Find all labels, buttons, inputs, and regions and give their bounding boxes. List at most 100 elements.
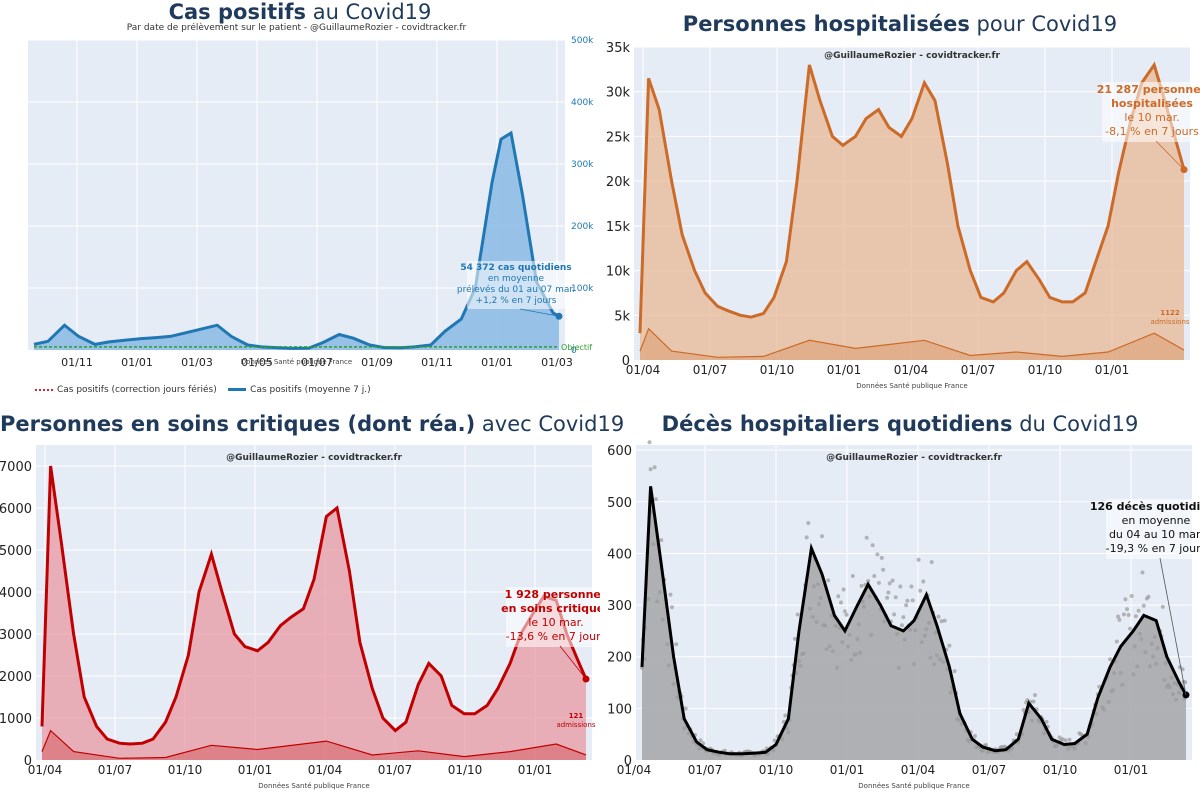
daily-death-point bbox=[842, 609, 847, 614]
daily-death-point bbox=[1136, 608, 1141, 613]
x-tick-label: 01/10 bbox=[168, 763, 203, 777]
daily-death-point bbox=[984, 743, 988, 747]
daily-death-point bbox=[948, 690, 953, 695]
chart-title: Personnes hospitalisées pour Covid19 bbox=[682, 12, 1118, 36]
daily-death-point bbox=[786, 730, 791, 735]
daily-death-point bbox=[817, 602, 822, 606]
annotation-line: du 04 au 10 mar. bbox=[1109, 528, 1200, 541]
y-tick-label: 2000 bbox=[0, 670, 32, 685]
daily-death-point bbox=[936, 614, 941, 619]
daily-death-point bbox=[869, 632, 874, 637]
daily-death-point bbox=[666, 663, 671, 668]
daily-death-point bbox=[836, 594, 841, 599]
daily-death-point bbox=[875, 552, 880, 557]
legend: Cas positifs (correction jours fériés) C… bbox=[35, 385, 371, 395]
daily-death-point bbox=[893, 595, 898, 600]
y-tick-label: 600 bbox=[607, 444, 632, 459]
x-tick-label: 01/11 bbox=[421, 356, 453, 369]
daily-death-point bbox=[670, 605, 674, 610]
daily-death-point bbox=[901, 615, 906, 620]
daily-death-point bbox=[830, 649, 835, 654]
daily-death-point bbox=[1041, 731, 1046, 736]
x-tick-label: 01/10 bbox=[759, 763, 794, 777]
x-tick-label: 01/07 bbox=[98, 763, 133, 777]
legend-item-correction[interactable]: Cas positifs (correction jours fériés) bbox=[35, 385, 217, 395]
daily-death-point bbox=[648, 467, 653, 472]
daily-death-point bbox=[844, 612, 849, 617]
daily-death-point bbox=[839, 600, 843, 605]
daily-death-point bbox=[1116, 614, 1121, 619]
x-tick-label: 01/01 bbox=[238, 763, 273, 777]
y-tick-label: 35k bbox=[606, 41, 631, 56]
x-tick-label: 01/07 bbox=[693, 363, 728, 377]
x-tick-label: 01/10 bbox=[1043, 763, 1078, 777]
daily-death-point bbox=[890, 578, 895, 583]
daily-death-point bbox=[1172, 681, 1177, 686]
daily-death-point bbox=[910, 598, 915, 603]
daily-death-point bbox=[783, 713, 788, 718]
daily-death-point bbox=[686, 731, 691, 736]
legend-item-moyenne[interactable]: Cas positifs (moyenne 7 j.) bbox=[228, 385, 371, 395]
daily-death-point bbox=[1125, 607, 1129, 612]
daily-death-point bbox=[1106, 699, 1111, 704]
daily-death-point bbox=[913, 628, 918, 633]
daily-death-point bbox=[895, 631, 900, 636]
series-line bbox=[33, 130, 560, 350]
y-tick-label: 100 bbox=[607, 702, 632, 717]
daily-death-point bbox=[870, 543, 875, 548]
daily-death-point bbox=[881, 567, 886, 572]
daily-death-point bbox=[683, 706, 688, 711]
y-tick-label: 0 bbox=[622, 354, 630, 369]
daily-death-point bbox=[1128, 626, 1133, 631]
series-line bbox=[638, 61, 1186, 334]
daily-death-point bbox=[1143, 650, 1148, 654]
daily-death-point bbox=[698, 738, 703, 743]
daily-death-point bbox=[887, 581, 892, 586]
y-tick-label: 300 bbox=[607, 599, 632, 614]
annotation-box bbox=[1106, 499, 1200, 559]
daily-death-point bbox=[1129, 594, 1134, 598]
y-tick-label: 15k bbox=[606, 220, 631, 235]
daily-death-point bbox=[876, 580, 881, 585]
admissions-label: admissions bbox=[1150, 318, 1189, 326]
annotation-line: 1 928 personnes bbox=[505, 588, 600, 601]
daily-death-point bbox=[947, 643, 952, 648]
daily-death-point bbox=[885, 595, 890, 600]
daily-death-point bbox=[797, 658, 801, 663]
daily-death-point bbox=[833, 623, 838, 628]
y-tick-label: 6000 bbox=[0, 502, 32, 517]
daily-death-point bbox=[855, 637, 860, 642]
panel-cas-positifs: Cas positifs au Covid19 0 100k 200k 300k 400… bbox=[0, 0, 600, 400]
daily-death-point bbox=[1031, 699, 1036, 704]
x-tick-label: 01/07 bbox=[378, 763, 413, 777]
chart-svg: 0 100k 200k 300k 400k 500k 01/11 01/01 01/03 01/0… bbox=[28, 22, 594, 369]
y-tick-label: 10k bbox=[606, 265, 631, 280]
daily-death-point bbox=[952, 669, 957, 674]
chart-subtitle: @GuillaumeRozier - covidtracker.fr bbox=[826, 453, 1002, 463]
y-tick-label: 100k bbox=[571, 284, 594, 294]
daily-death-point bbox=[1123, 597, 1128, 602]
daily-death-point bbox=[1014, 732, 1019, 737]
daily-death-point bbox=[820, 534, 824, 539]
daily-death-point bbox=[908, 627, 912, 632]
daily-death-point bbox=[919, 640, 924, 645]
daily-death-point bbox=[771, 748, 776, 753]
daily-death-point bbox=[980, 748, 985, 753]
daily-death-point bbox=[1033, 693, 1037, 698]
daily-death-point bbox=[1155, 646, 1160, 651]
annotation-line: prélevés du 01 au 07 mar. bbox=[457, 284, 575, 295]
y-tick-label: 0 bbox=[24, 754, 32, 769]
chart-title: Décès hospitaliers quotidiens du Covid19 bbox=[661, 412, 1139, 436]
admissions-line bbox=[41, 729, 587, 759]
daily-death-point bbox=[1117, 617, 1122, 622]
y-tick-label: 300k bbox=[571, 160, 594, 170]
daily-death-point bbox=[675, 695, 680, 700]
daily-death-point bbox=[1112, 671, 1117, 675]
daily-death-point bbox=[1141, 603, 1146, 608]
x-tick-label: 01/05 bbox=[241, 356, 273, 369]
x-tick-label: 01/01 bbox=[830, 763, 865, 777]
daily-death-point bbox=[846, 644, 851, 649]
daily-death-point bbox=[1083, 741, 1088, 746]
daily-death-point bbox=[924, 627, 929, 632]
daily-death-point bbox=[1174, 697, 1179, 702]
